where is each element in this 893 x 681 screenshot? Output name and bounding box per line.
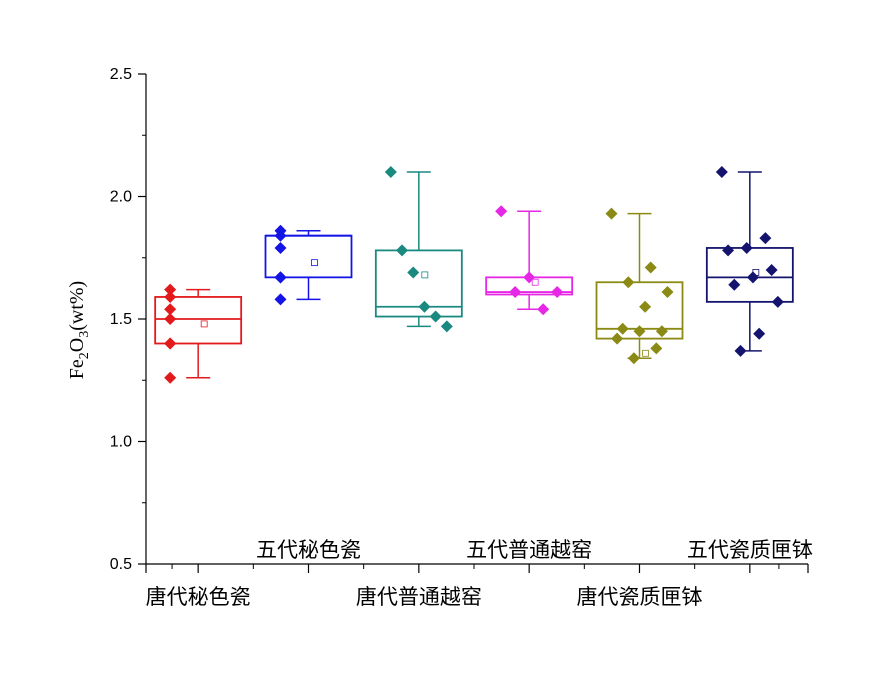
- data-point: [396, 244, 409, 257]
- mean-marker: [311, 259, 318, 267]
- data-point: [746, 271, 759, 284]
- data-point: [605, 207, 618, 220]
- data-point: [164, 337, 177, 350]
- data-point: [164, 303, 177, 316]
- data-point: [274, 241, 287, 254]
- data-point: [164, 313, 177, 325]
- data-point: [765, 264, 778, 276]
- data-point: [274, 271, 287, 284]
- category-label: 唐代秘色瓷: [146, 585, 251, 609]
- data-point: [661, 286, 674, 299]
- data-point: [722, 244, 735, 257]
- y-axis-label-sub1: 2: [77, 352, 92, 359]
- data-point: [728, 278, 741, 291]
- mean-marker: [421, 271, 429, 279]
- data-point: [655, 325, 668, 338]
- series-box-5: [595, 207, 684, 365]
- y-tick-label: 2.0: [110, 189, 132, 206]
- axes: [145, 74, 808, 565]
- x-ticks: [145, 564, 809, 573]
- data-point: [627, 352, 640, 365]
- data-point: [734, 344, 747, 357]
- mean-marker: [531, 278, 539, 286]
- series-box-4: [485, 205, 574, 316]
- data-point: [495, 205, 508, 218]
- y-axis-label-mid: O: [66, 338, 88, 352]
- data-point: [274, 293, 287, 306]
- data-point: [164, 371, 177, 384]
- data-point: [753, 327, 766, 340]
- y-axis-label-unit: (wt%): [66, 281, 88, 331]
- y-axis-label-sub2: 3: [77, 331, 92, 338]
- series-box-2: [264, 224, 353, 306]
- y-tick-label: 2.5: [110, 66, 132, 83]
- data-point: [407, 266, 420, 279]
- data-point: [429, 310, 442, 323]
- data-point: [551, 286, 564, 299]
- mean-marker: [642, 349, 649, 357]
- category-label: 五代瓷质匣钵: [687, 538, 813, 562]
- data-point: [164, 290, 177, 303]
- data-point: [639, 300, 652, 313]
- y-axis-label: Fe2O3(wt%): [66, 281, 92, 379]
- data-point: [650, 342, 663, 355]
- data-point: [633, 325, 646, 338]
- data-point: [622, 276, 635, 289]
- series-box-6: [705, 166, 794, 357]
- category-label: 五代普通越窑: [466, 538, 592, 562]
- data-point: [771, 295, 784, 308]
- series-group: [154, 166, 794, 384]
- data-point: [274, 224, 287, 237]
- data-point: [537, 303, 550, 316]
- y-tick-label: 0.5: [110, 556, 132, 573]
- data-point: [164, 283, 177, 296]
- data-point: [418, 300, 431, 313]
- data-point: [616, 322, 629, 335]
- mean-marker: [200, 320, 208, 328]
- data-point: [715, 166, 728, 178]
- category-label: 唐代普通越窑: [356, 585, 482, 609]
- category-label: 唐代瓷质匣钵: [577, 585, 703, 609]
- data-point: [523, 271, 536, 284]
- y-tick-label: 1.0: [110, 434, 132, 451]
- data-point: [740, 241, 753, 254]
- data-point: [440, 320, 453, 333]
- data-point: [509, 286, 522, 299]
- y-ticks: 0.5 1.0 1.5 2.0 2.5: [110, 66, 146, 573]
- iqr-box: [264, 234, 353, 279]
- category-label: 五代秘色瓷: [256, 538, 361, 562]
- iqr-box: [374, 249, 463, 318]
- y-axis-label-base: Fe: [66, 359, 88, 379]
- series-box-1: [154, 283, 243, 384]
- data-point: [384, 166, 397, 178]
- y-tick-label: 1.5: [110, 311, 132, 328]
- data-point: [611, 332, 624, 345]
- data-point: [644, 261, 657, 274]
- series-box-3: [374, 166, 463, 333]
- data-point: [759, 232, 772, 245]
- iqr-box: [595, 281, 684, 340]
- iqr-box: [154, 296, 243, 345]
